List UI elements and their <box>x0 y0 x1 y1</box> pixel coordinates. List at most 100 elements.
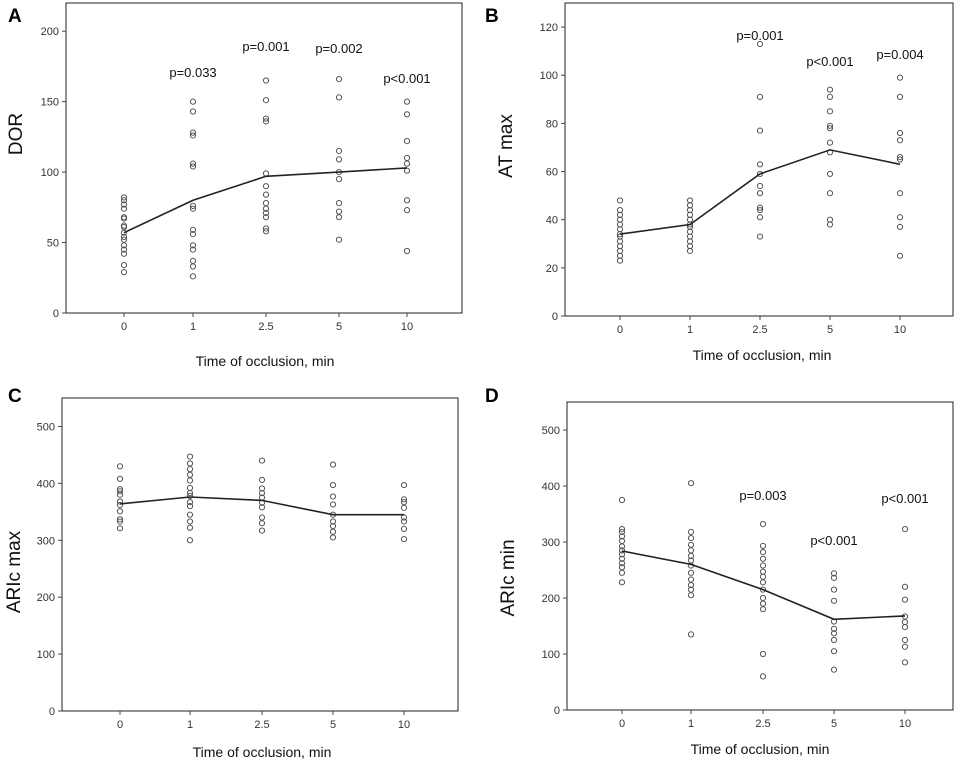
p-value-annotation-a-2: p=0.001 <box>242 39 289 54</box>
data-point-a-2-1 <box>262 225 270 232</box>
x-tick-label-a-0: 0 <box>121 321 127 333</box>
data-point-b-2-0 <box>756 233 764 240</box>
data-point-a-0-11 <box>120 214 128 221</box>
p-value-annotation-b-4: p=0.004 <box>876 47 923 62</box>
data-point-a-1-5 <box>189 230 197 238</box>
x-tick-label-d-1: 1 <box>688 718 694 730</box>
x-tick-label-d-0: 0 <box>619 718 625 730</box>
data-point-d-2-12 <box>759 542 767 550</box>
data-point-c-4-5 <box>400 499 408 506</box>
data-point-a-0-15 <box>120 194 128 201</box>
data-point-c-3-2 <box>329 522 337 530</box>
x-tick-label-a-2: 2.5 <box>258 321 273 333</box>
data-point-a-2-9 <box>262 118 270 125</box>
data-point-c-3-1 <box>329 528 337 535</box>
data-point-d-4-6 <box>901 596 909 603</box>
data-point-d-3-4 <box>830 625 838 632</box>
data-point-d-2-2 <box>759 606 767 613</box>
data-point-d-3-9 <box>830 570 838 577</box>
data-point-c-1-1 <box>186 524 194 531</box>
data-point-d-2-3 <box>759 600 767 607</box>
data-point-b-4-6 <box>896 137 904 144</box>
data-point-d-1-7 <box>687 557 695 564</box>
data-point-d-2-1 <box>759 650 767 658</box>
data-point-d-3-8 <box>830 574 838 581</box>
mean-line-b <box>619 149 901 235</box>
y-axis-label-d: ARIc min <box>498 539 519 616</box>
data-point-d-1-13 <box>687 480 695 487</box>
data-point-d-0-6 <box>618 547 626 554</box>
y-tick-label-b-0: 0 <box>552 311 558 323</box>
data-point-b-4-3 <box>896 190 904 197</box>
y-tick-label-b-3: 60 <box>546 167 558 179</box>
plot-marks-c: 0 100 200 300 400 500 0 1 2.5 5 10 <box>37 421 410 731</box>
data-point-d-3-0 <box>830 666 838 673</box>
data-point-b-2-5 <box>756 182 764 190</box>
data-point-b-0-11 <box>616 206 624 214</box>
y-tick-label-c-5: 500 <box>37 421 55 433</box>
data-point-a-3-9 <box>335 75 343 83</box>
data-point-c-1-5 <box>186 499 194 506</box>
data-point-b-4-8 <box>896 93 904 101</box>
p-value-annotation-b-2: p=0.001 <box>736 28 783 43</box>
p-value-annotation-a-4: p<0.001 <box>383 71 430 86</box>
data-point-a-3-7 <box>335 147 343 155</box>
data-point-d-0-8 <box>618 537 626 544</box>
data-point-b-2-4 <box>756 190 764 197</box>
data-point-a-4-7 <box>403 111 411 118</box>
data-point-c-1-13 <box>186 453 194 460</box>
x-tick-label-b-1: 1 <box>687 324 693 336</box>
data-point-b-2-6 <box>756 170 764 178</box>
data-point-c-0-9 <box>116 475 124 482</box>
data-point-a-0-13 <box>120 201 128 208</box>
plot-marks-d: 0 100 200 300 400 500 0 1 2.5 5 10 p=0.003 p<0.001 p<… <box>542 425 929 730</box>
data-point-d-4-7 <box>901 583 909 590</box>
panel-letter-c: C <box>8 386 22 407</box>
data-point-c-0-7 <box>116 488 124 495</box>
data-point-a-0-0 <box>120 269 128 276</box>
data-point-c-4-0 <box>400 536 408 543</box>
y-axis-label-b: AT max <box>496 114 517 178</box>
mean-line-a <box>123 167 408 234</box>
p-value-annotation-a-1: p=0.033 <box>169 65 216 80</box>
y-tick-label-a-3: 150 <box>41 97 59 109</box>
x-axis-label-b: Time of occlusion, min <box>693 347 832 363</box>
y-tick-label-c-2: 200 <box>37 592 55 604</box>
data-point-b-4-5 <box>896 153 904 161</box>
data-point-d-0-0 <box>618 579 626 586</box>
panel-letter-d: D <box>485 386 499 407</box>
y-tick-label-d-2: 200 <box>542 593 560 605</box>
y-tick-label-b-6: 120 <box>540 22 558 34</box>
data-point-d-2-0 <box>759 673 767 680</box>
data-point-d-2-5 <box>759 586 767 593</box>
data-point-a-1-4 <box>189 242 197 249</box>
data-point-d-3-2 <box>830 636 838 644</box>
data-point-c-4-4 <box>400 504 408 511</box>
data-point-c-1-3 <box>186 511 194 518</box>
data-point-a-2-6 <box>262 191 270 198</box>
data-point-c-4-6 <box>400 496 408 503</box>
panel-b: B AT max Time of occlusion, min 0 20 40 60 8… <box>485 2 954 363</box>
panel-c: C ARIc max Time of occlusion, min 010020… <box>4 386 459 760</box>
data-point-a-1-8 <box>189 202 197 210</box>
data-point-b-2-7 <box>756 161 764 168</box>
data-point-d-4-0 <box>901 659 909 666</box>
data-point-b-4-4 <box>896 156 904 163</box>
data-point-c-0-5 <box>116 498 124 505</box>
data-point-b-4-2 <box>896 214 904 221</box>
data-point-d-1-10 <box>687 541 695 548</box>
data-point-b-3-3 <box>826 170 834 178</box>
y-tick-label-c-3: 300 <box>37 535 55 547</box>
data-point-a-3-0 <box>335 236 343 243</box>
data-point-d-2-13 <box>759 520 767 528</box>
data-point-d-0-4 <box>618 555 626 562</box>
mean-line-c <box>119 496 404 516</box>
plot-frame-c <box>61 397 459 712</box>
data-point-d-0-9 <box>618 533 626 540</box>
data-point-c-1-4 <box>186 503 194 510</box>
data-point-a-1-7 <box>189 205 197 212</box>
data-point-d-0-10 <box>618 528 626 536</box>
data-point-d-1-0 <box>687 631 695 638</box>
data-point-c-4-7 <box>400 481 408 489</box>
